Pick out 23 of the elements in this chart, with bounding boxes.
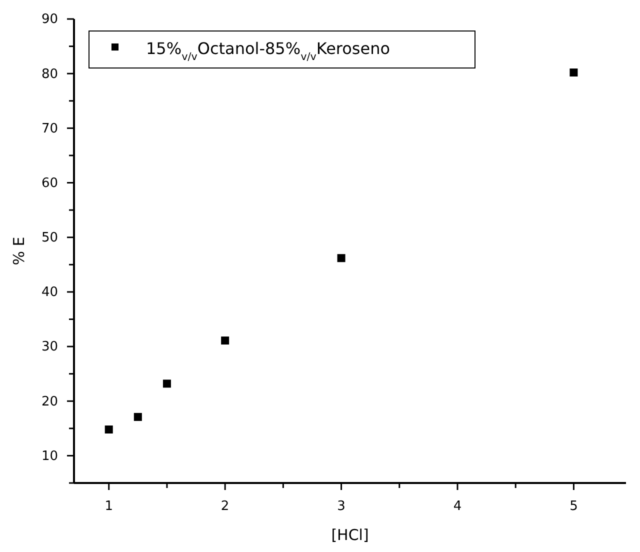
x-tick-label: 3 — [337, 499, 346, 514]
y-tick-label: 70 — [41, 121, 58, 136]
y-tick-label: 40 — [41, 285, 58, 300]
y-tick-label: 30 — [41, 340, 58, 355]
x-axis-title: [HCl] — [331, 526, 369, 544]
legend-label: 15%$_{v/v}$Octanol-85%$_{v/v}$Keroseno — [146, 39, 390, 63]
point — [337, 254, 346, 262]
x-tick-label: 5 — [570, 499, 578, 514]
x-tick-label: 1 — [104, 499, 114, 514]
point — [570, 68, 578, 76]
y-tick-label: 50 — [41, 230, 58, 246]
y-axis-title: % E — [10, 236, 28, 266]
point — [134, 412, 142, 421]
x-tick-label: 4 — [453, 499, 462, 514]
point — [221, 336, 230, 345]
y-tick-label: 60 — [41, 176, 58, 191]
y-tick-label: 20 — [41, 394, 58, 410]
point — [104, 426, 113, 434]
y-tick-label: 90 — [41, 12, 58, 28]
x-tick-label: 2 — [220, 499, 230, 514]
point — [162, 380, 171, 388]
y-tick-label: 80 — [41, 66, 58, 82]
y-tick-label: 10 — [41, 448, 58, 464]
